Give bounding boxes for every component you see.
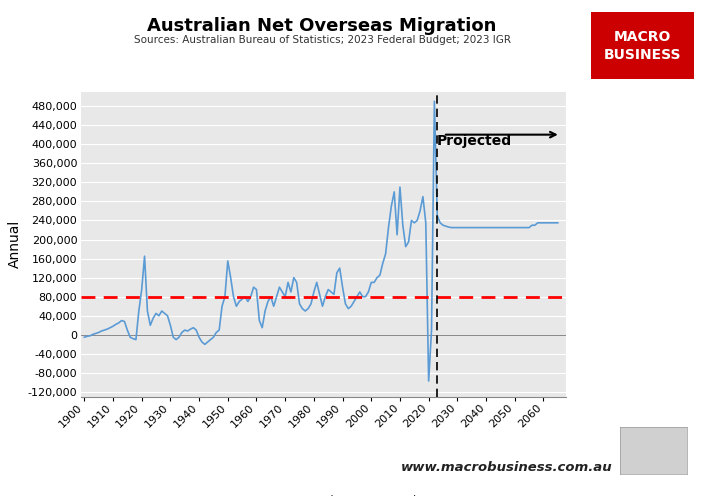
Text: Australian Net Overseas Migration: Australian Net Overseas Migration <box>147 17 497 35</box>
Text: Sources: Australian Bureau of Statistics; 2023 Federal Budget; 2023 IGR: Sources: Australian Bureau of Statistics… <box>134 35 510 45</box>
Text: MACRO
BUSINESS: MACRO BUSINESS <box>604 30 681 62</box>
Text: www.macrobusiness.com.au: www.macrobusiness.com.au <box>401 461 612 474</box>
Y-axis label: Annual: Annual <box>8 220 22 268</box>
Legend: NOM, Average NOM (1901 to 2019): NOM, Average NOM (1901 to 2019) <box>109 491 422 496</box>
Text: Projected: Projected <box>437 134 512 148</box>
